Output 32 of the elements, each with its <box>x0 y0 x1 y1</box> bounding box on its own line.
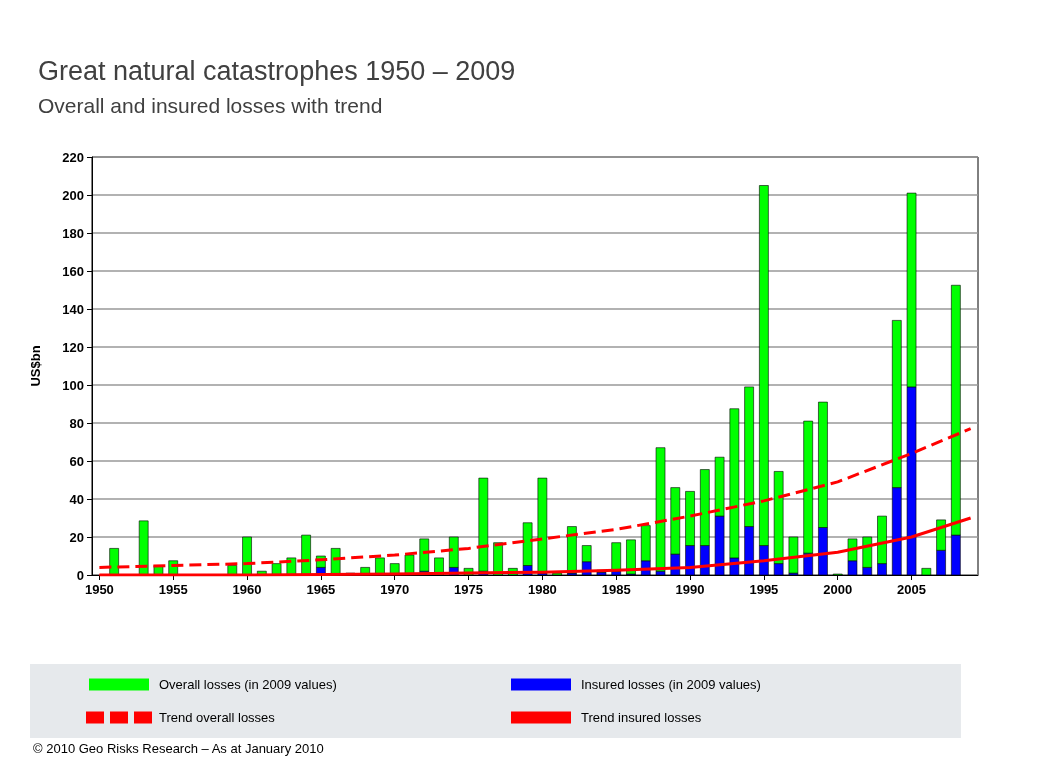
y-tick-label: 60 <box>69 453 84 469</box>
x-tick-label: 1975 <box>454 582 484 597</box>
x-tick-label: 2005 <box>897 582 927 597</box>
x-tick-label: 1995 <box>749 582 779 597</box>
y-axis-title: US$bn <box>28 345 43 387</box>
legend-label: Trend insured losses <box>581 710 702 725</box>
chart-title: Great natural catastrophes 1950 – 2009 <box>38 55 516 86</box>
x-tick-label: 1950 <box>84 582 114 597</box>
x-tick-label: 1955 <box>158 582 188 597</box>
y-tick-label: 220 <box>62 149 84 165</box>
text: © 2010 Geo Risks Research – As at January 2010 <box>33 741 324 756</box>
y-tick-label: 120 <box>62 339 84 355</box>
x-tick-label: 1990 <box>675 582 705 597</box>
y-tick-label: 140 <box>62 301 84 317</box>
y-tick-label: 80 <box>69 415 84 431</box>
legend-label: Overall losses (in 2009 values) <box>159 677 337 692</box>
y-tick-label: 160 <box>62 263 84 279</box>
x-tick-label: 1960 <box>232 582 262 597</box>
legend-label: Insured losses (in 2009 values) <box>581 677 761 692</box>
y-tick-label: 180 <box>62 225 84 241</box>
y-tick-label: 200 <box>62 187 84 203</box>
legend-label: Trend overall losses <box>159 710 276 725</box>
x-tick-label: 2000 <box>823 582 853 597</box>
y-tick-label: 20 <box>69 529 84 545</box>
y-tick-label: 0 <box>76 567 84 583</box>
y-tick-label: 40 <box>69 491 84 507</box>
y-tick-label: 100 <box>62 377 84 393</box>
x-tick-label: 1980 <box>527 582 557 597</box>
x-tick-label: 1985 <box>601 582 631 597</box>
chart-subtitle: Overall and insured losses with trend <box>38 94 383 117</box>
x-tick-label: 1970 <box>380 582 410 597</box>
x-tick-label: 1965 <box>306 582 336 597</box>
